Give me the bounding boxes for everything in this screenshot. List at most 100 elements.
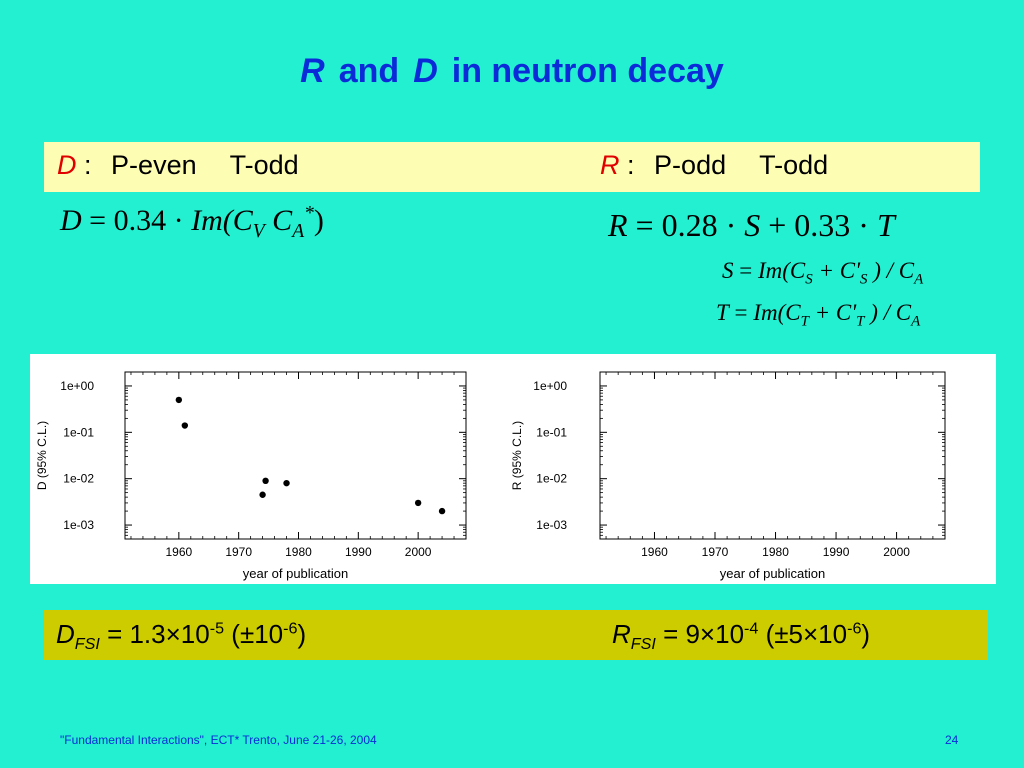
chart1-ytick-label: 1e-01 <box>63 425 94 439</box>
d-colon: : <box>84 150 92 180</box>
d-eq-close: ) <box>313 204 324 237</box>
chart2-frame <box>599 371 946 540</box>
r-fsi-symbol: R <box>612 619 631 649</box>
d-fsi-result: DFSI = 1.3×10-5 (±10-6) <box>56 619 306 654</box>
t-im: Im <box>753 300 778 325</box>
r-fsi-value: = 9×10 <box>655 619 745 649</box>
d-time-reversal: T-odd <box>229 150 299 180</box>
d-fsi-exp: -5 <box>209 619 225 638</box>
r-parity: P-odd <box>654 150 727 180</box>
chart2-xtick-label: 1960 <box>641 545 668 559</box>
s-close: ) / C <box>867 258 915 283</box>
page-number: 24 <box>945 733 959 747</box>
chart1-ytick-label: 1e-02 <box>63 472 94 486</box>
d-fsi-value: = 1.3×10 <box>99 619 210 649</box>
chart1-xtick-label: 1980 <box>285 545 312 559</box>
t-eq: = <box>728 300 754 325</box>
d-fsi-sub: FSI <box>74 635 100 654</box>
s-plus: + C' <box>812 258 861 283</box>
chart2-ytick-label: 1e-01 <box>536 425 567 439</box>
t-open: (C <box>777 300 801 325</box>
d-eq-sub-a: A <box>292 221 305 242</box>
chart1-ytick-label: 1e-03 <box>63 518 94 532</box>
chart1-point <box>438 507 446 515</box>
title-rest: in neutron decay <box>451 52 724 90</box>
chart1-xtick-label: 1960 <box>165 545 192 559</box>
d-eq-star: * <box>304 203 314 224</box>
chart1-ytick-label: 1e+00 <box>60 379 94 393</box>
d-fsi-close: ) <box>297 619 307 649</box>
r-fsi-close: ) <box>861 619 871 649</box>
chart1-xtick-label: 1970 <box>225 545 252 559</box>
s-eq: = <box>733 258 758 283</box>
t-sub1: T <box>800 313 809 330</box>
chart1-point <box>181 422 189 429</box>
chart2-ytick-label: 1e+00 <box>533 379 567 393</box>
s-sub2: S <box>860 271 868 288</box>
d-symmetry: D : P-even T-odd <box>57 150 299 181</box>
s-sub1: S <box>805 271 813 288</box>
r-fsi-err: (±5×10 <box>758 619 848 649</box>
r-fsi-result: RFSI = 9×10-4 (±5×10-6) <box>612 619 870 654</box>
s-definition: S = Im(CS + C'S ) / CA <box>722 258 923 289</box>
t-close: ) / C <box>864 300 912 325</box>
chart1-point <box>262 477 269 485</box>
chart2-xlabel: year of publication <box>720 566 826 581</box>
title-r: R <box>300 52 325 90</box>
d-eq-sub-v: V <box>252 221 265 242</box>
r-eq-mid: = 0.28 · <box>627 207 745 243</box>
chart1-xtick-label: 2000 <box>405 545 432 559</box>
r-fsi-exp: -4 <box>744 619 759 638</box>
symmetry-band: D : P-even T-odd R : P-odd T-odd <box>44 142 980 192</box>
r-fsi-err-exp: -6 <box>847 619 862 638</box>
chart2-xtick-label: 1980 <box>762 545 789 559</box>
chart1-ylabel: D (95% C.L.) <box>35 421 49 490</box>
d-fsi-symbol: D <box>56 619 75 649</box>
t-sub3: A <box>911 313 921 330</box>
footer-text: "Fundamental Interactions", ECT* Trento,… <box>60 733 377 747</box>
r-symmetry: R : P-odd T-odd <box>600 150 828 181</box>
chart2-ylabel: R (95% C.L.) <box>510 421 524 490</box>
plots-panel: 1e+00 1e-01 1e-02 1e-03 1960 1970 1980 1990 2000… <box>30 354 996 584</box>
chart2-ytick-label: 1e-03 <box>536 518 567 532</box>
d-eq-coef: = 0.34 · <box>81 204 192 237</box>
r-symbol: R <box>600 150 620 180</box>
title-and: and <box>338 52 400 90</box>
chart2-ytick-label: 1e-02 <box>536 472 567 486</box>
chart2-xtick-label: 1970 <box>702 545 729 559</box>
s-lhs: S <box>722 258 734 283</box>
chart1-point <box>175 396 183 404</box>
title-d: D <box>413 52 438 90</box>
chart2-xtick-label: 1990 <box>823 545 850 559</box>
t-lhs: T <box>716 300 729 325</box>
chart1-point <box>283 479 290 487</box>
chart1-point <box>414 499 422 507</box>
t-definition: T = Im(CT + C'T ) / CA <box>716 300 920 331</box>
chart1-point <box>259 491 266 498</box>
d-equation: D = 0.34 · Im(CV CA*) <box>60 203 324 243</box>
chart1-xtick-label: 1990 <box>345 545 372 559</box>
d-eq-c: C <box>264 204 293 237</box>
d-parity: P-even <box>111 150 197 180</box>
r-eq-plus: + 0.33 · <box>760 207 877 243</box>
r-colon: : <box>627 150 635 180</box>
d-eq-lhs: D <box>60 204 82 237</box>
chart1-xlabel: year of publication <box>243 566 349 581</box>
s-im: Im <box>757 258 783 283</box>
result-band: DFSI = 1.3×10-5 (±10-6) RFSI = 9×10-4 (±… <box>44 610 988 660</box>
s-sub3: A <box>914 271 924 288</box>
r-eq-t: T <box>876 207 895 243</box>
r-time-reversal: T-odd <box>759 150 829 180</box>
chart2-xtick-label: 2000 <box>883 545 910 559</box>
r-eq-lhs: R <box>608 207 628 243</box>
t-sub2: T <box>856 313 865 330</box>
d-eq-open: (C <box>222 204 253 237</box>
d-eq-im: Im <box>191 204 223 237</box>
chart1-frame <box>124 371 467 540</box>
r-equation: R = 0.28 · S + 0.33 · T <box>608 207 895 244</box>
d-symbol: D <box>57 150 77 180</box>
d-fsi-err-exp: -6 <box>283 619 298 638</box>
d-fsi-err: (±10 <box>224 619 284 649</box>
r-fsi-sub: FSI <box>630 635 656 654</box>
